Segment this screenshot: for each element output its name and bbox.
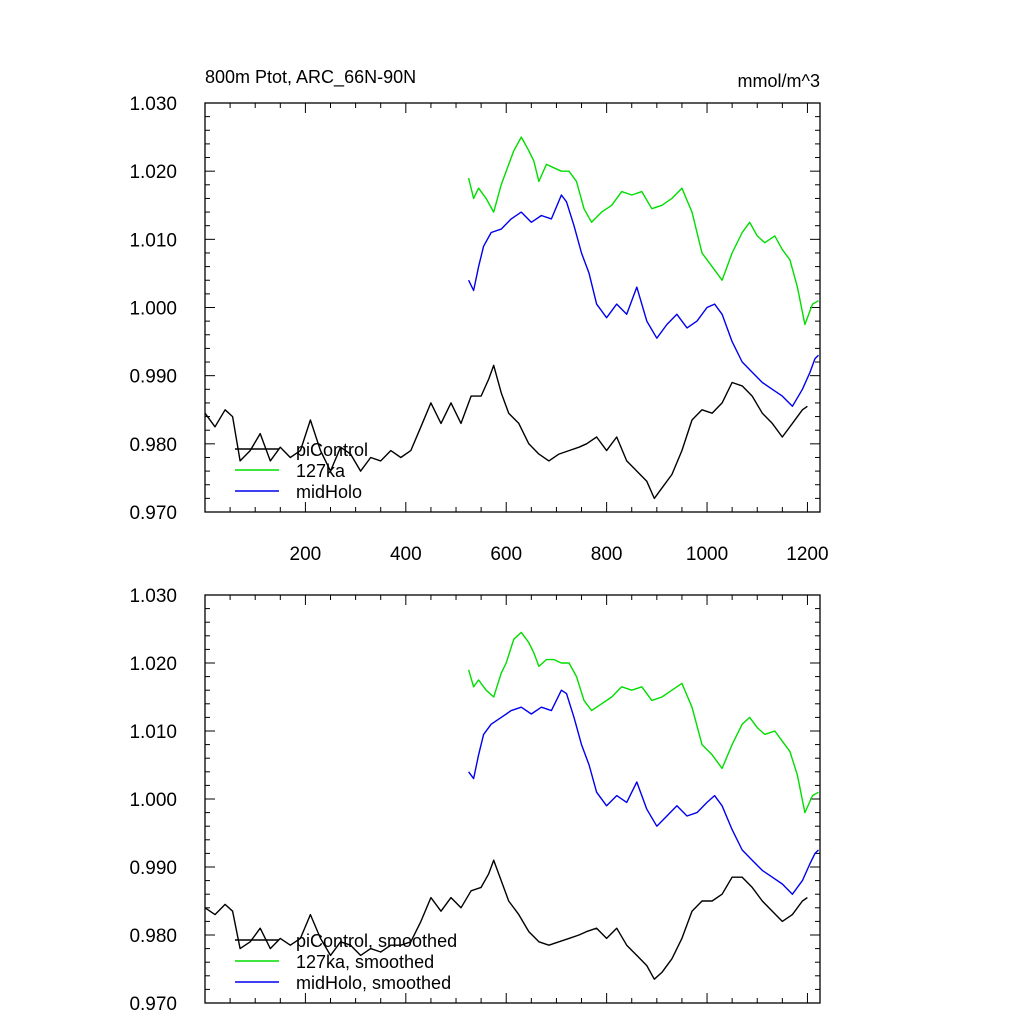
y-tick-label: 1.030 bbox=[129, 94, 177, 115]
y-tick-label: 1.000 bbox=[129, 299, 177, 320]
y-tick-label: 0.980 bbox=[129, 926, 177, 947]
series-line-1 bbox=[467, 631, 819, 814]
x-tick-label: 800 bbox=[591, 544, 623, 565]
y-tick-label: 1.020 bbox=[129, 162, 177, 183]
series-line-2 bbox=[468, 689, 819, 895]
y-tick-label: 1.010 bbox=[129, 722, 177, 743]
top-panel: 200 400 600 800 1000 1200 1.030 1.020 1.010 1.000… bbox=[129, 94, 828, 565]
y-tick-label: 0.990 bbox=[129, 367, 177, 388]
legend-label: piControl, smoothed bbox=[296, 931, 457, 951]
series-line-1 bbox=[467, 136, 819, 326]
series-line-0 bbox=[204, 364, 808, 500]
legend-label: midHolo bbox=[296, 482, 362, 502]
y-tick-label: 0.970 bbox=[129, 503, 177, 524]
x-tick-label: 600 bbox=[490, 544, 522, 565]
legend-label: midHolo, smoothed bbox=[296, 973, 451, 993]
series-line-2 bbox=[467, 194, 819, 407]
y-tick-label: 1.000 bbox=[129, 790, 177, 811]
bottom-panel: 1.030 1.020 1.010 1.000 0.990 0.980 0.970 piCon… bbox=[129, 586, 821, 1015]
y-tick-label: 1.010 bbox=[129, 230, 177, 251]
x-tick-label: 1000 bbox=[686, 544, 728, 565]
x-tick-label: 1200 bbox=[786, 544, 828, 565]
y-tick-label: 0.990 bbox=[129, 858, 177, 879]
x-tick-label: 200 bbox=[290, 544, 322, 565]
legend-label: piControl bbox=[296, 440, 368, 460]
chart-title: 800m Ptot, ARC_66N-90N bbox=[205, 67, 416, 88]
y-tick-label: 0.970 bbox=[129, 994, 177, 1015]
y-tick-label: 1.030 bbox=[129, 586, 177, 607]
x-tick-label: 400 bbox=[390, 544, 422, 565]
y-tick-label: 0.980 bbox=[129, 435, 177, 456]
units-label: mmol/m^3 bbox=[738, 71, 820, 91]
series-line-0 bbox=[204, 859, 808, 980]
y-tick-label: 1.020 bbox=[129, 654, 177, 675]
legend-label: 127ka bbox=[296, 461, 346, 481]
legend-label: 127ka, smoothed bbox=[296, 952, 434, 972]
